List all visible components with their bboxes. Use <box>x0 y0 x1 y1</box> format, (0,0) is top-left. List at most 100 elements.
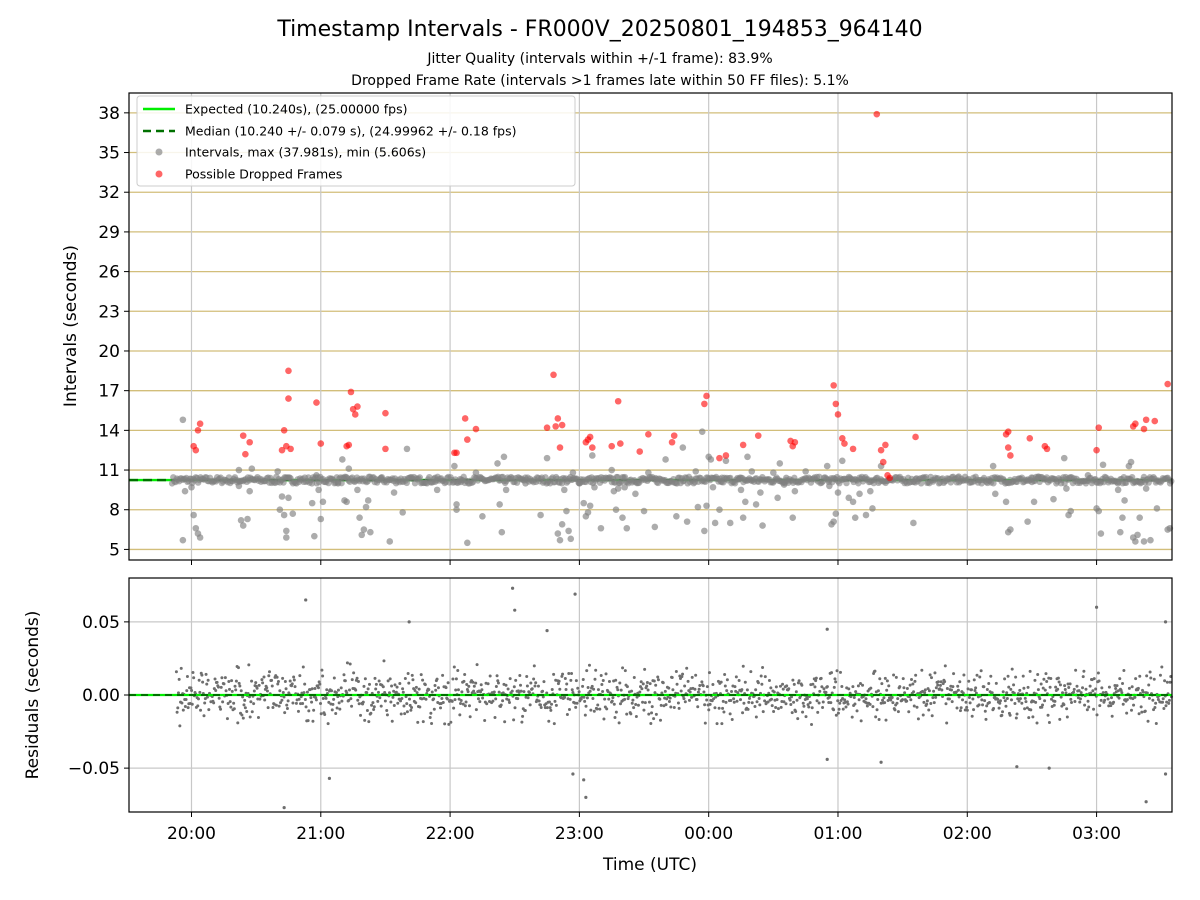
residual-point <box>399 699 403 703</box>
residual-point <box>1043 699 1047 703</box>
dropped-frame-point <box>877 446 885 454</box>
residual-point <box>1088 684 1092 688</box>
residual-point <box>207 708 211 712</box>
residual-point <box>196 704 200 708</box>
residual-point <box>929 701 933 705</box>
residual-point <box>383 699 387 703</box>
residual-point <box>456 688 460 692</box>
residual-point <box>203 701 207 705</box>
residual-point <box>250 679 254 683</box>
residual-point <box>369 711 373 715</box>
residual-point <box>376 699 380 703</box>
residual-point <box>638 690 642 694</box>
residual-point <box>663 689 667 693</box>
residual-point <box>564 687 568 691</box>
residual-point <box>1133 695 1137 699</box>
residual-point <box>234 688 238 692</box>
interval-point <box>1050 495 1057 503</box>
interval-point <box>280 479 287 486</box>
residual-point <box>1141 690 1145 694</box>
residual-point <box>874 715 878 719</box>
residual-point <box>367 682 371 686</box>
residual-point <box>232 707 236 711</box>
interval-point <box>679 444 687 451</box>
residual-point <box>634 715 638 719</box>
residual-point <box>1092 707 1096 711</box>
residual-point <box>832 685 836 689</box>
xtick-label: 00:00 <box>684 824 733 844</box>
residual-point <box>894 675 898 679</box>
dropped-frame-point <box>552 423 559 430</box>
residual-point <box>1085 708 1089 712</box>
interval-point <box>701 527 708 535</box>
residual-point <box>556 682 560 686</box>
residual-point <box>1144 800 1148 804</box>
residual-point <box>980 698 984 702</box>
residual-point <box>1018 697 1022 701</box>
dropped-frame-point <box>558 421 566 429</box>
top-y-axis-label: Intervals (seconds) <box>61 245 81 407</box>
dropped-frame-point <box>280 427 288 434</box>
residual-point <box>1022 686 1026 690</box>
interval-point <box>1127 458 1135 466</box>
interval-point <box>698 428 706 435</box>
residual-point <box>901 677 905 681</box>
residual-point <box>1164 704 1168 708</box>
residual-point <box>825 685 829 689</box>
interval-point <box>653 476 661 483</box>
residual-point <box>241 695 245 699</box>
residual-point <box>1065 715 1069 719</box>
residual-point <box>356 698 360 702</box>
dropped-frame-point <box>246 438 253 446</box>
dropped-frame-point <box>886 474 894 482</box>
residual-point <box>192 676 196 680</box>
top-ytick-label: 32 <box>98 183 120 203</box>
residual-point <box>1163 679 1167 683</box>
residual-point <box>615 685 619 689</box>
residual-point <box>660 691 664 695</box>
residual-point <box>586 685 590 689</box>
legend-label: Median (10.240 +/- 0.079 s), (24.99962 +… <box>185 124 516 139</box>
residual-point <box>891 701 895 705</box>
residual-point <box>632 675 636 679</box>
residual-point <box>1057 680 1061 684</box>
residual-point <box>837 707 841 711</box>
residual-point <box>639 685 643 689</box>
residual-point <box>513 706 517 710</box>
residual-point <box>563 677 567 681</box>
dropped-frame-point <box>739 441 747 449</box>
interval-point <box>757 489 764 496</box>
dropped-frame-point <box>830 382 837 389</box>
residual-point <box>1023 707 1027 711</box>
residual-point <box>461 702 465 706</box>
dropped-frame-point <box>589 444 596 451</box>
residual-point <box>772 709 776 713</box>
xtick-label: 01:00 <box>813 824 862 844</box>
residual-point <box>303 682 307 686</box>
residual-point <box>934 686 938 690</box>
interval-point <box>910 519 917 527</box>
residual-point <box>747 696 751 700</box>
interval-point <box>1028 478 1036 486</box>
interval-point <box>276 506 284 514</box>
residual-point <box>1114 686 1118 690</box>
interval-point <box>726 519 734 527</box>
residual-point <box>395 685 399 689</box>
residual-point <box>390 719 394 723</box>
residual-point <box>1024 700 1028 704</box>
residual-point <box>852 696 856 700</box>
residual-point <box>1049 676 1053 680</box>
top-ytick-label: 29 <box>98 223 120 243</box>
interval-point <box>826 482 833 490</box>
residual-point <box>968 701 972 705</box>
interval-point <box>1136 514 1143 521</box>
residual-point <box>668 696 672 700</box>
residual-point <box>297 697 301 701</box>
residual-point <box>789 702 793 706</box>
residual-point <box>1078 697 1082 701</box>
residual-point <box>911 682 915 686</box>
residual-point <box>772 690 776 694</box>
residual-point <box>421 720 425 724</box>
residual-point <box>902 686 906 690</box>
residual-point <box>537 699 541 703</box>
